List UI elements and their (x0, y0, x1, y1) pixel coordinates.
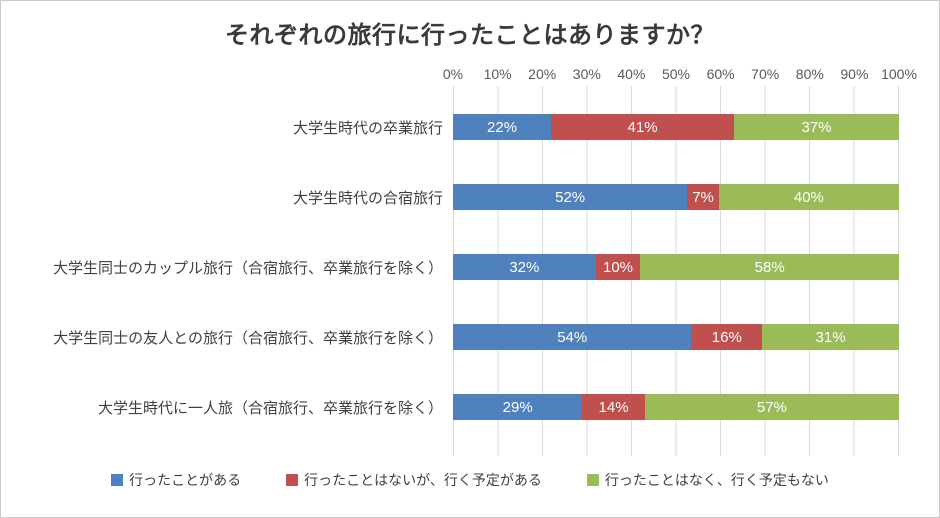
chart-title: それぞれの旅行に行ったことはありますか？ (225, 22, 715, 49)
bar-segment: 57% (644, 394, 899, 420)
legend: 行ったことがある 行ったことはないが、行く予定がある 行ったことはなく、行く予定もな… (1, 470, 939, 490)
bar-segment: 14% (582, 394, 645, 420)
bar-segment: 32% (453, 254, 596, 280)
bar-segment: 52% (453, 184, 688, 210)
legend-swatch-icon (586, 474, 599, 486)
bar-segment: 7% (687, 184, 719, 210)
bar-rows: 大学生時代の卒業旅行 22% 41% 37% 大学生時代の合宿旅行 52% 7% 40% 大学生… (1, 92, 899, 442)
bar-segment: 40% (718, 184, 899, 210)
bar-track: 32% 10% 58% (453, 254, 899, 280)
bar-segment: 22% (453, 114, 552, 140)
legend-label: 行ったことはなく、行く予定もない (604, 472, 829, 488)
bar-track: 22% 41% 37% (453, 114, 899, 140)
category-label: 大学生時代の卒業旅行 (292, 119, 443, 137)
legend-label: 行ったことはないが、行く予定がある (304, 472, 542, 488)
x-axis-tick-label: 60% (706, 66, 735, 82)
legend-item: 行ったことはないが、行く予定がある (286, 470, 542, 490)
legend-item: 行ったことがある (111, 470, 241, 490)
bar-segment: 37% (733, 114, 899, 140)
bar-row: 大学生時代の卒業旅行 22% 41% 37% (1, 92, 899, 162)
bar-row: 大学生時代の合宿旅行 52% 7% 40% (1, 162, 899, 232)
legend-swatch-icon (286, 474, 299, 486)
bar-row: 大学生同士のカップル旅行（合宿旅行、卒業旅行を除く） 32% 10% 58% (1, 232, 899, 302)
bar-segment: 31% (762, 324, 899, 350)
category-label: 大学生同士の友人との旅行（合宿旅行、卒業旅行を除く） (53, 329, 443, 347)
legend-label: 行ったことがある (129, 472, 242, 488)
bar-segment: 41% (551, 114, 734, 140)
bar-track: 29% 14% 57% (453, 394, 899, 420)
x-axis-ticks: 0% 10% 20% 30% 40% 50% 60% 70% 80% 90% 100% (443, 66, 917, 86)
legend-item: 行ったことはなく、行く予定もない (586, 470, 829, 490)
x-axis-tick-label: 20% (528, 66, 557, 82)
x-axis-tick-label: 30% (572, 66, 601, 82)
bar-segment: 10% (595, 254, 641, 280)
category-label: 大学生時代の合宿旅行 (292, 189, 443, 207)
bar-segment: 16% (691, 324, 763, 350)
bar-segment: 54% (453, 324, 692, 350)
x-axis-tick-label: 70% (751, 66, 780, 82)
x-axis-tick-label: 90% (840, 66, 869, 82)
bar-row: 大学生時代に一人旅（合宿旅行、卒業旅行を除く） 29% 14% 57% (1, 372, 899, 442)
category-label: 大学生同士のカップル旅行（合宿旅行、卒業旅行を除く） (52, 259, 443, 277)
x-axis-tick-label: 40% (617, 66, 646, 82)
x-axis-tick-label: 50% (661, 66, 691, 82)
bar-segment: 29% (453, 394, 583, 420)
category-label: 大学生時代に一人旅（合宿旅行、卒業旅行を除く） (97, 399, 443, 417)
chart-area: 0% 10% 20% 30% 40% 50% 60% 70% 80% 90% 100% 大学生時代の… (1, 66, 917, 456)
x-axis-tick-label: 100% (881, 66, 917, 82)
bar-track: 54% 16% 31% (453, 324, 899, 350)
bar-track: 52% 7% 40% (453, 184, 899, 210)
x-axis-tick-label: 10% (483, 66, 512, 82)
legend-swatch-icon (111, 474, 124, 486)
x-axis-tick-label: 80% (795, 66, 824, 82)
plot-area: 大学生時代の卒業旅行 22% 41% 37% 大学生時代の合宿旅行 52% 7% 40% 大学生… (1, 86, 899, 456)
bar-segment: 58% (640, 254, 899, 280)
x-axis-tick-label: 0% (442, 66, 464, 82)
bar-row: 大学生同士の友人との旅行（合宿旅行、卒業旅行を除く） 54% 16% 31% (1, 302, 899, 372)
